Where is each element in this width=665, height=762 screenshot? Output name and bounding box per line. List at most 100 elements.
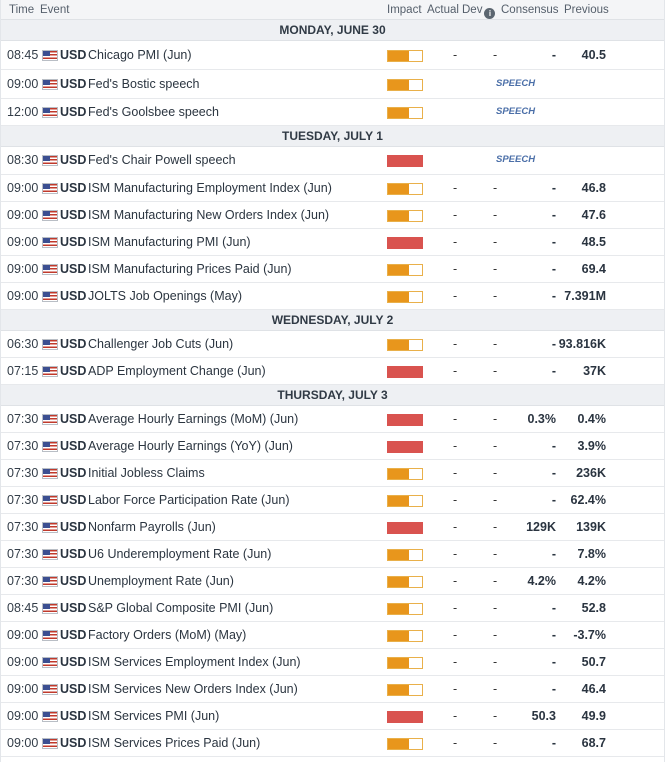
event-row[interactable]: 08:45 USD Chicago PMI (Jun) - - - 40.5 [1, 41, 664, 70]
event-currency: USD [60, 48, 87, 62]
event-name[interactable]: ISM Services Employment Index (Jun) [88, 655, 301, 669]
event-row[interactable]: 09:00 USD ISM Manufacturing PMI (Jun) - - - 48… [1, 229, 664, 256]
impact-fill [388, 211, 410, 221]
event-currency: USD [60, 736, 87, 750]
event-row[interactable]: 09:00 USD ISM Manufacturing Prices Paid (J… [1, 256, 664, 283]
event-row[interactable]: 09:00 USD ISM Services New Orders Index (J… [1, 676, 664, 703]
event-row[interactable]: 09:00 USD ISM Manufacturing New Orders Ind… [1, 202, 664, 229]
event-previous: 50.7 [581, 655, 606, 669]
event-name[interactable]: Labor Force Participation Rate (Jun) [88, 493, 290, 507]
event-row[interactable]: 09:00 USD ISM Manufacturing Employment Ind… [1, 175, 664, 202]
event-row[interactable]: 08:45 USD S&P Global Composite PMI (Jun) - -… [1, 595, 664, 622]
event-name[interactable]: Initial Jobless Claims [88, 466, 205, 480]
event-row[interactable]: 09:00 USD ISM Services Employment Index (J… [1, 649, 664, 676]
event-name[interactable]: ISM Manufacturing Employment Index (Jun) [88, 181, 332, 195]
event-row[interactable]: 09:00 USD Factory Orders (MoM) (May) - - - -3.… [1, 622, 664, 649]
event-row[interactable]: 07:30 USD Labor Force Participation Rate (… [1, 487, 664, 514]
event-name[interactable]: Unemployment Rate (Jun) [88, 574, 234, 588]
day-header: WEDNESDAY, JULY 2 [1, 310, 664, 331]
impact-indicator [387, 50, 423, 62]
header-event[interactable]: Event [40, 4, 70, 16]
impact-fill [388, 415, 422, 425]
us-flag-icon [42, 657, 58, 668]
impact-fill [388, 523, 422, 533]
event-currency: USD [60, 439, 87, 453]
event-name[interactable]: ISM Manufacturing New Orders Index (Jun) [88, 208, 330, 222]
event-name[interactable]: Fed's Goolsbee speech [88, 105, 219, 119]
event-row[interactable]: 07:30 USD Unemployment Rate (Jun) - - 4.2% 4.2… [1, 568, 664, 595]
event-name[interactable]: ADP Employment Change (Jun) [88, 364, 266, 378]
event-name[interactable]: ISM Services PMI (Jun) [88, 709, 220, 723]
table-header: Time Event Impact Actual Dev i Consensus … [1, 0, 664, 20]
event-row[interactable]: 06:30 USD Challenger Job Cuts (Jun) - - -93.8… [1, 331, 664, 358]
event-currency: USD [60, 105, 87, 119]
event-name[interactable]: JOLTS Job Openings (May) [88, 289, 242, 303]
event-deviation: - [493, 289, 498, 303]
event-row[interactable]: 07:15 USD ADP Employment Change (Jun) - - - 37… [1, 358, 664, 385]
impact-indicator [387, 237, 423, 249]
event-consensus: - [551, 628, 556, 642]
event-time: 07:30 [7, 466, 39, 480]
event-row[interactable]: 07:30 USD Nonfarm Payrolls (Jun) - - 129K 139K [1, 514, 664, 541]
event-row[interactable]: 07:30 USD Average Hourly Earnings (MoM) (J… [1, 406, 664, 433]
impact-fill [388, 577, 410, 587]
header-time[interactable]: Time [9, 4, 35, 16]
event-row[interactable]: 09:00 USD ISM Services PMI (Jun) - - 50.3 49.9 [1, 703, 664, 730]
event-row[interactable]: 09:00 USD ISM Services Prices Paid (Jun) - -… [1, 730, 664, 757]
event-name[interactable]: Factory Orders (MoM) (May) [88, 628, 247, 642]
event-name[interactable]: Fed's Bostic speech [88, 77, 200, 91]
event-deviation: - [493, 601, 498, 615]
impact-indicator [387, 264, 423, 276]
event-name[interactable]: ISM Manufacturing PMI (Jun) [88, 235, 251, 249]
calendar-body: MONDAY, JUNE 30 08:45 USD Chicago PMI (Jun)… [1, 20, 664, 757]
info-icon[interactable]: i [484, 8, 496, 19]
event-actual: - [453, 547, 458, 561]
event-name[interactable]: Fed's Chair Powell speech [88, 153, 236, 167]
us-flag-icon [42, 684, 58, 695]
event-deviation: - [493, 439, 498, 453]
event-previous: 52.8 [581, 601, 606, 615]
impact-fill [388, 685, 410, 695]
event-name[interactable]: Nonfarm Payrolls (Jun) [88, 520, 216, 534]
event-row[interactable]: 07:30 USD Average Hourly Earnings (YoY) (J… [1, 433, 664, 460]
event-name[interactable]: U6 Underemployment Rate (Jun) [88, 547, 272, 561]
impact-indicator [387, 603, 423, 615]
event-name[interactable]: Chicago PMI (Jun) [88, 48, 192, 62]
event-deviation: - [493, 181, 498, 195]
event-previous: 93.816K [558, 337, 606, 351]
event-row[interactable]: 07:30 USD U6 Underemployment Rate (Jun) - - -… [1, 541, 664, 568]
event-currency: USD [60, 493, 87, 507]
event-consensus: - [551, 493, 556, 507]
event-deviation: - [493, 364, 498, 378]
event-row[interactable]: 08:30 USD Fed's Chair Powell speech SPEECH [1, 147, 664, 175]
header-dev[interactable]: Dev [462, 4, 483, 16]
header-impact[interactable]: Impact [387, 4, 422, 16]
event-actual: - [453, 48, 458, 62]
impact-fill [388, 550, 410, 560]
event-actual: - [453, 628, 458, 642]
event-name[interactable]: ISM Services Prices Paid (Jun) [88, 736, 261, 750]
event-deviation: - [493, 208, 498, 222]
event-consensus: - [551, 736, 556, 750]
header-consensus[interactable]: Consensus [501, 4, 559, 16]
us-flag-icon [42, 183, 58, 194]
header-actual[interactable]: Actual [427, 4, 459, 16]
impact-indicator [387, 711, 423, 723]
event-row[interactable]: 12:00 USD Fed's Goolsbee speech SPEECH [1, 99, 664, 126]
event-name[interactable]: Challenger Job Cuts (Jun) [88, 337, 234, 351]
event-currency: USD [60, 709, 87, 723]
event-deviation: - [493, 262, 498, 276]
event-row[interactable]: 09:00 USD JOLTS Job Openings (May) - - -7.391… [1, 283, 664, 310]
event-name[interactable]: ISM Manufacturing Prices Paid (Jun) [88, 262, 292, 276]
event-actual: - [453, 208, 458, 222]
event-row[interactable]: 07:30 USD Initial Jobless Claims - - - 236K [1, 460, 664, 487]
event-time: 07:30 [7, 547, 39, 561]
event-name[interactable]: Average Hourly Earnings (MoM) (Jun) [88, 412, 299, 426]
impact-indicator [387, 414, 423, 426]
event-row[interactable]: 09:00 USD Fed's Bostic speech SPEECH [1, 70, 664, 99]
event-name[interactable]: S&P Global Composite PMI (Jun) [88, 601, 274, 615]
event-name[interactable]: Average Hourly Earnings (YoY) (Jun) [88, 439, 293, 453]
event-deviation: - [493, 547, 498, 561]
event-name[interactable]: ISM Services New Orders Index (Jun) [88, 682, 298, 696]
header-previous[interactable]: Previous [564, 4, 609, 16]
